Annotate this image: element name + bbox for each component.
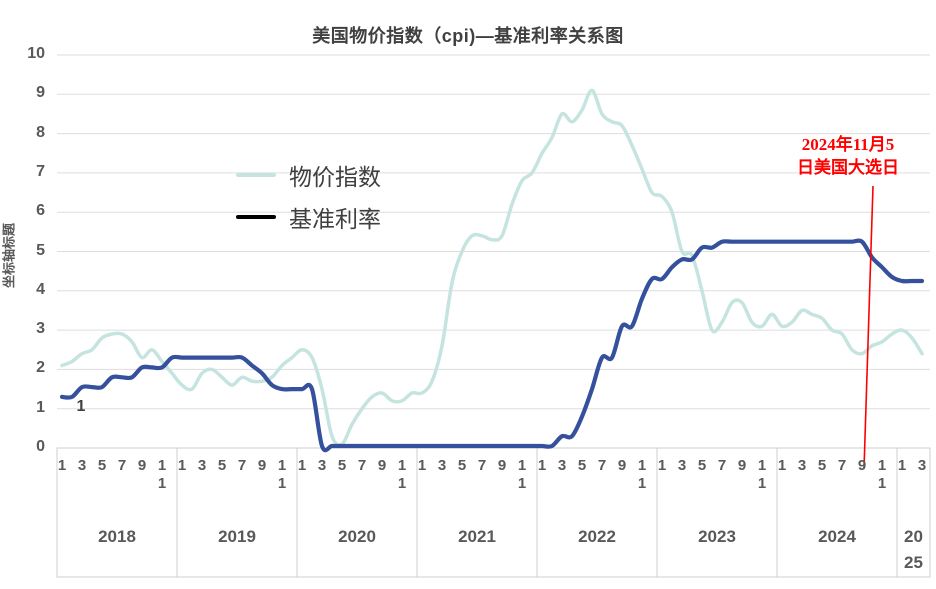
legend-item-cpi: 物价指数 xyxy=(236,158,381,192)
month-tick-label: 5 xyxy=(697,457,707,474)
legend-label-rate: 基准利率 xyxy=(289,207,381,232)
month-tick-label: 9 xyxy=(857,457,867,474)
month-tick-label: 11 xyxy=(877,457,887,492)
month-tick-label: 1 xyxy=(657,457,667,474)
month-tick-label: 3 xyxy=(317,457,327,474)
y-tick-label: 1 xyxy=(36,398,45,416)
month-tick-label: 7 xyxy=(597,457,607,474)
election-day-annotation: 2024年11月5 日美国大选日 xyxy=(778,133,918,179)
month-tick-label: 3 xyxy=(797,457,807,474)
month-tick-label: 1 xyxy=(777,457,787,474)
month-tick-label: 11 xyxy=(517,457,527,492)
cpi-line xyxy=(60,88,924,447)
month-tick-label: 9 xyxy=(497,457,507,474)
month-tick-label: 11 xyxy=(757,457,767,492)
month-tick-label: 11 xyxy=(637,457,647,492)
month-tick-label: 9 xyxy=(377,457,387,474)
annotation-line2: 日美国大选日 xyxy=(797,158,899,177)
month-tick-label: 3 xyxy=(677,457,687,474)
year-label: 2020 xyxy=(338,527,376,546)
month-tick-label: 11 xyxy=(157,457,167,492)
month-tick-label: 7 xyxy=(357,457,367,474)
y-tick-label: 10 xyxy=(27,45,45,62)
month-tick-label: 9 xyxy=(137,457,147,474)
year-label: 2024 xyxy=(818,527,856,546)
month-tick-label: 1 xyxy=(417,457,427,474)
month-tick-label: 3 xyxy=(557,457,567,474)
annotation-line1: 2024年11月5 xyxy=(801,135,895,154)
cpi-line-swatch-icon xyxy=(236,173,276,177)
y-tick-label: 2 xyxy=(36,359,45,377)
y-tick-label: 7 xyxy=(36,162,45,180)
month-tick-label: 3 xyxy=(917,457,927,474)
month-tick-label: 9 xyxy=(737,457,747,474)
y-tick-label: 8 xyxy=(36,123,45,141)
month-tick-label: 11 xyxy=(397,457,407,492)
rate-line xyxy=(59,238,925,453)
year-label: 2021 xyxy=(458,527,496,546)
y-tick-label: 6 xyxy=(36,202,45,220)
y-tick-label: 5 xyxy=(36,241,45,259)
y-tick-label: 0 xyxy=(36,438,45,455)
legend-label-cpi: 物价指数 xyxy=(289,165,381,190)
month-tick-label: 7 xyxy=(237,457,247,474)
year-label: 2019 xyxy=(218,527,256,546)
month-tick-label: 3 xyxy=(437,457,447,474)
year-label: 2025 xyxy=(904,527,923,572)
month-tick-label: 9 xyxy=(257,457,267,474)
month-tick-label: 1 xyxy=(57,457,67,474)
month-tick-label: 3 xyxy=(77,457,87,474)
month-tick-label: 3 xyxy=(197,457,207,474)
month-tick-label: 5 xyxy=(457,457,467,474)
rate-line-swatch-icon xyxy=(236,214,276,220)
month-tick-label: 11 xyxy=(277,457,287,492)
month-tick-label: 5 xyxy=(577,457,587,474)
month-tick-label: 1 xyxy=(897,457,907,474)
y-tick-label: 4 xyxy=(36,280,45,298)
legend-item-rate: 基准利率 xyxy=(236,200,381,234)
month-tick-label: 5 xyxy=(97,457,107,474)
month-tick-label: 1 xyxy=(177,457,187,474)
month-tick-label: 9 xyxy=(617,457,627,474)
chart-title: 美国物价指数（cpi)—基准利率关系图 xyxy=(312,26,624,46)
month-tick-label: 7 xyxy=(717,457,727,474)
month-tick-label: 7 xyxy=(477,457,487,474)
month-tick-label: 7 xyxy=(837,457,847,474)
month-tick-label: 5 xyxy=(817,457,827,474)
month-tick-label: 1 xyxy=(297,457,307,474)
year-label: 2023 xyxy=(698,527,736,546)
y-tick-label: 9 xyxy=(36,84,45,102)
year-label: 2018 xyxy=(98,527,136,546)
month-tick-label: 1 xyxy=(537,457,547,474)
month-tick-label: 7 xyxy=(117,457,127,474)
election-day-marker-line xyxy=(863,185,874,470)
legend: 物价指数 基准利率 xyxy=(236,158,381,234)
y-tick-label: 3 xyxy=(36,320,45,338)
rate-first-point-data-label: 1 xyxy=(76,398,86,415)
month-tick-label: 5 xyxy=(337,457,347,474)
month-tick-label: 5 xyxy=(217,457,227,474)
year-label: 2022 xyxy=(578,527,616,546)
